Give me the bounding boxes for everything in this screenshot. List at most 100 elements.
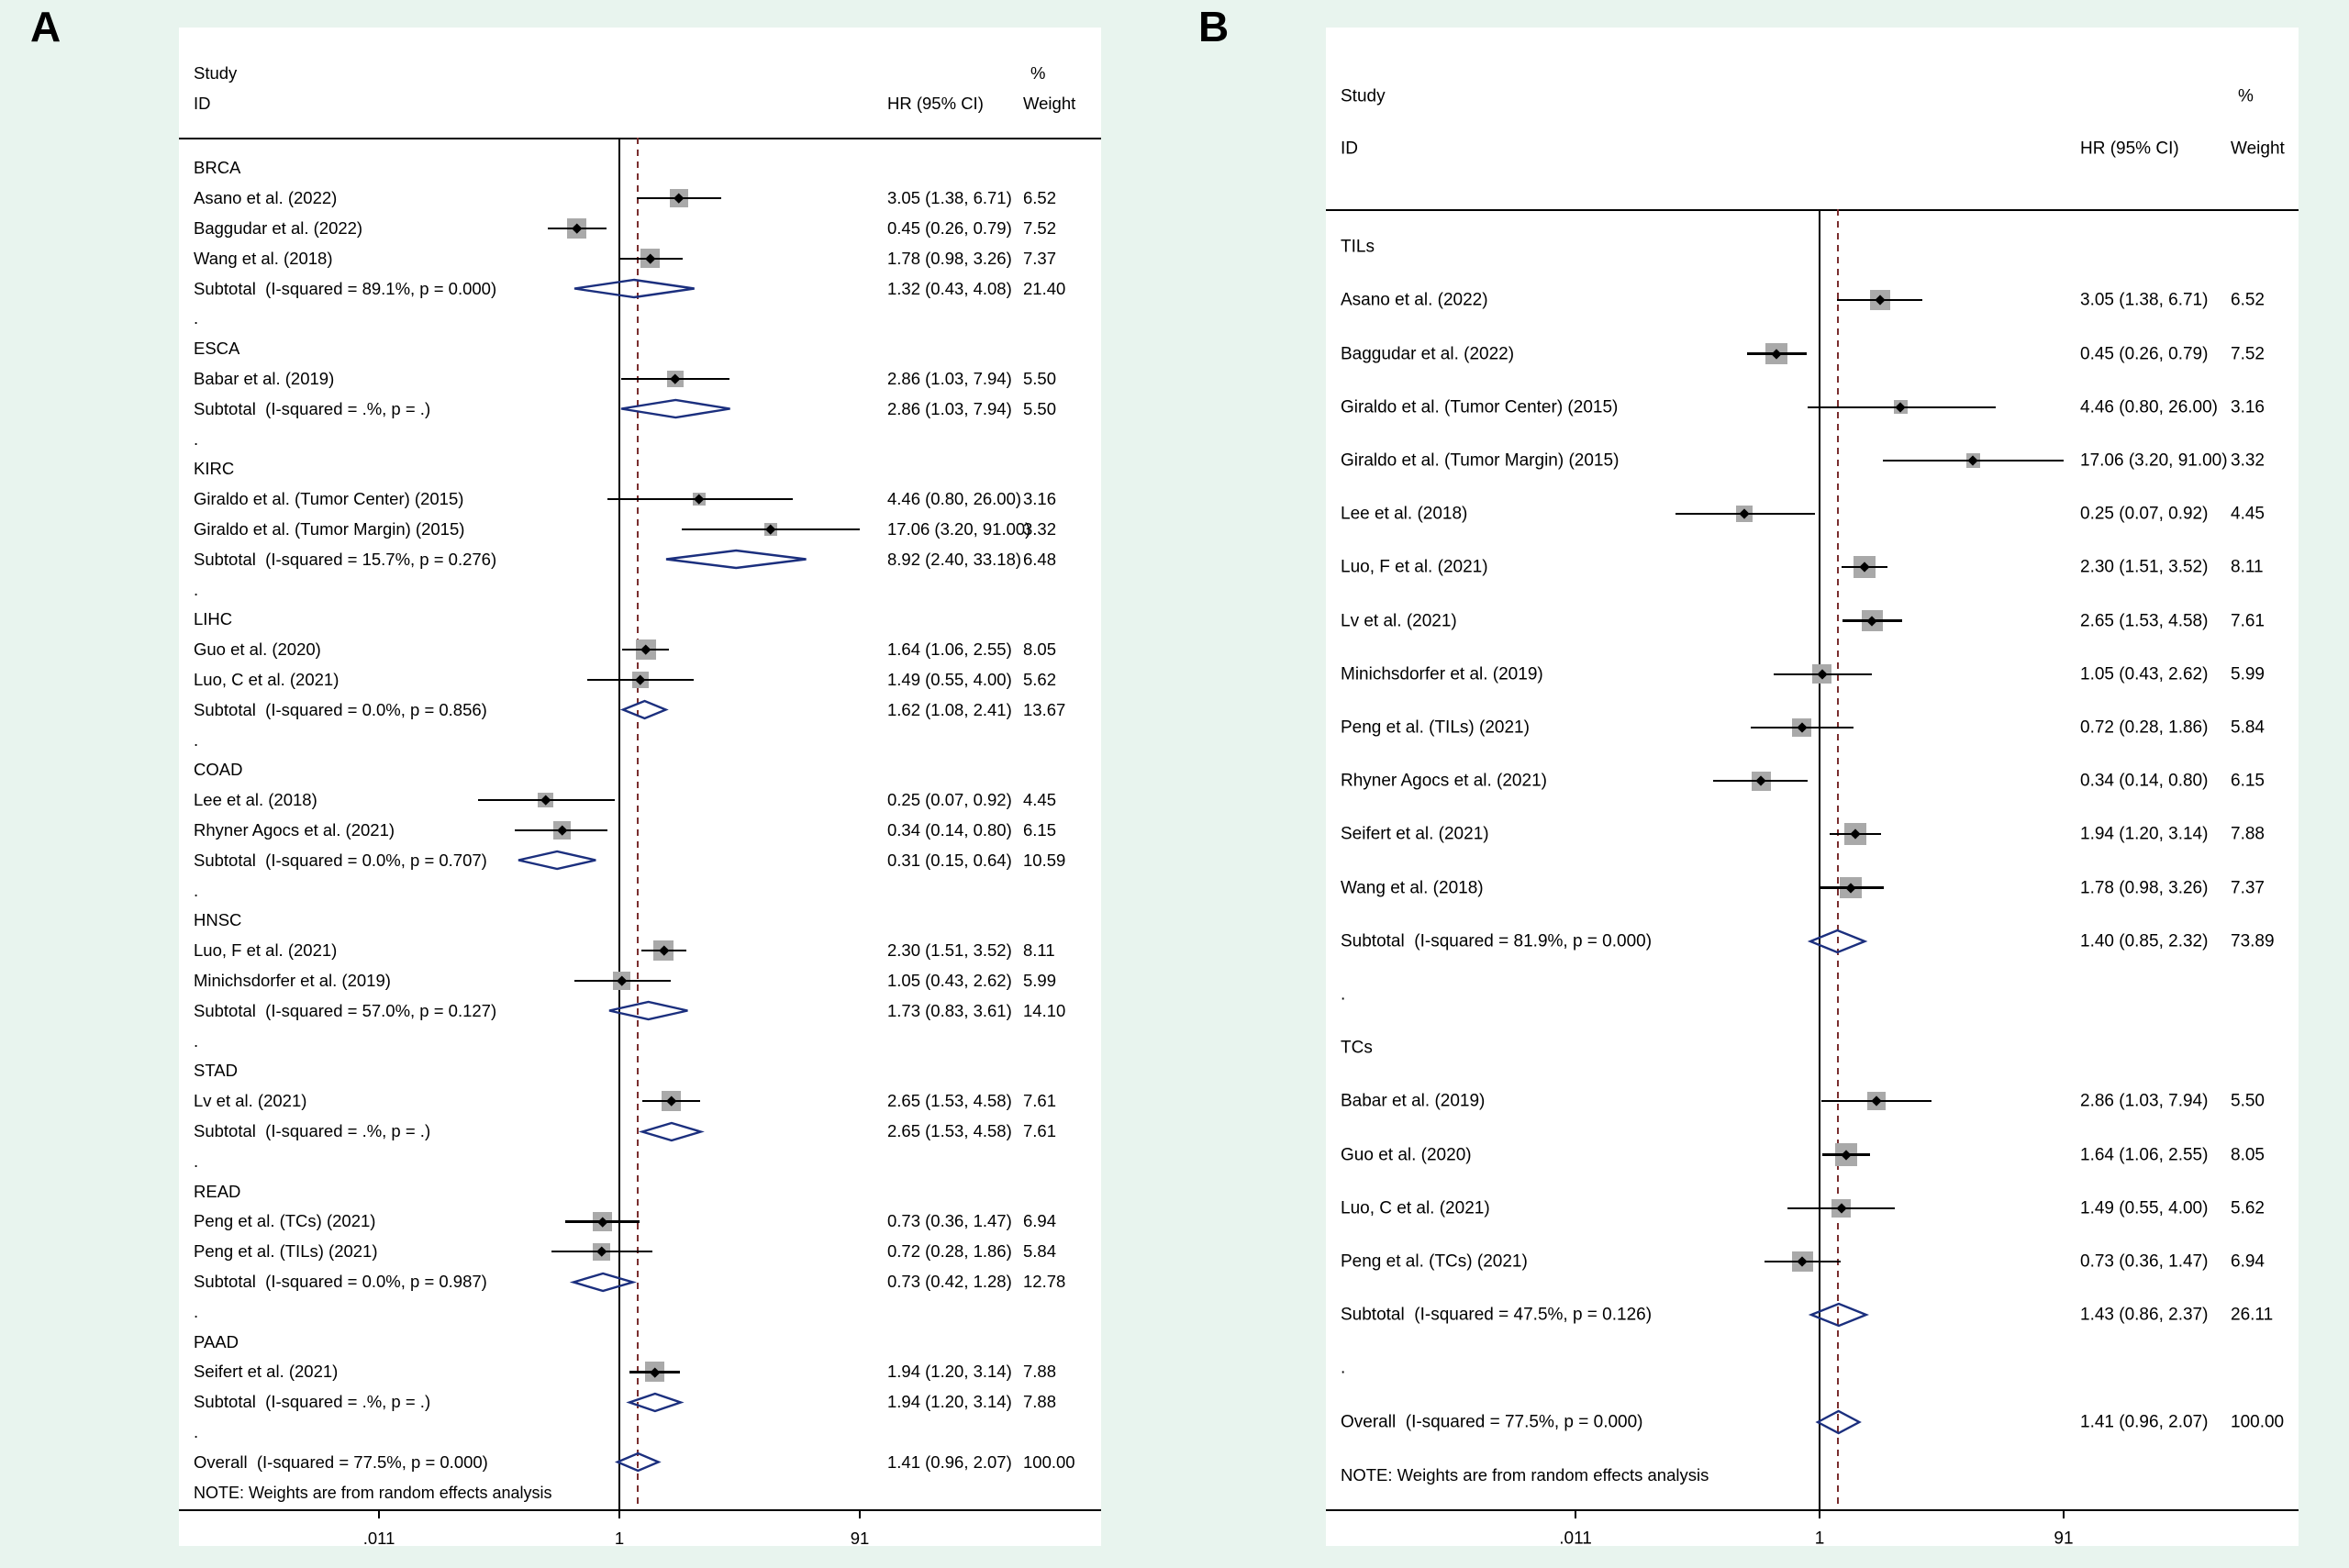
hr-value: 0.73 (0.36, 1.47): [2080, 1251, 2209, 1272]
x-axis-tick-label: .011: [1559, 1529, 1592, 1549]
hr-value: 1.64 (1.06, 2.55): [887, 639, 1012, 659]
group-label: PAAD: [194, 1331, 239, 1351]
weight-value: 7.61: [1023, 1090, 1057, 1110]
subtotal-label: Subtotal (I-squared = 0.0%, p = 0.856): [194, 699, 487, 719]
weight-value: 5.50: [1023, 398, 1057, 418]
column-header-weight: Weight: [1023, 93, 1076, 113]
hr-value: 0.25 (0.07, 0.92): [887, 789, 1012, 809]
weight-value: 3.16: [2231, 397, 2265, 417]
study-label: Asano et al. (2022): [194, 187, 338, 207]
hr-value: 17.06 (3.20, 91.00): [2080, 450, 2228, 471]
subtotal-label: Subtotal (I-squared = 81.9%, p = 0.000): [1341, 931, 1653, 951]
hr-value: 0.25 (0.07, 0.92): [2080, 504, 2209, 524]
panel-label-a: A: [30, 3, 61, 50]
weight-value: 8.05: [2231, 1145, 2265, 1164]
weight-value: 7.52: [2231, 344, 2265, 363]
study-label: Seifert et al. (2021): [1341, 824, 1489, 844]
weight-value: 73.89: [2231, 931, 2275, 951]
study-label: Minichsdorfer et al. (2019): [1341, 664, 1543, 684]
column-header-hr: HR (95% CI): [887, 93, 984, 113]
hr-value: 0.73 (0.42, 1.28): [887, 1271, 1012, 1291]
subtotal-label: Subtotal (I-squared = 57.0%, p = 0.127): [194, 1000, 497, 1020]
x-axis-tick: [1819, 1509, 1820, 1518]
subtotal-diamond: [1808, 929, 1868, 953]
gap-dot: .: [194, 1030, 199, 1051]
hr-value: 1.64 (1.06, 2.55): [2080, 1145, 2209, 1164]
weight-value: 6.15: [2231, 771, 2265, 791]
study-label: Peng et al. (TILs) (2021): [194, 1240, 378, 1261]
study-label: Baggudar et al. (2022): [1341, 344, 1515, 363]
hr-value: 4.46 (0.80, 26.00): [887, 488, 1022, 508]
gap-dot: .: [194, 1421, 199, 1441]
weight-value: 7.88: [1023, 1362, 1057, 1382]
x-axis-tick: [859, 1509, 861, 1518]
group-label: KIRC: [194, 459, 235, 479]
gap-dot: .: [194, 1151, 199, 1171]
study-label: Luo, F et al. (2021): [1341, 557, 1488, 577]
weight-value: 5.84: [2231, 717, 2265, 738]
study-label: Lv et al. (2021): [194, 1090, 307, 1110]
subtotal-diamond: [608, 1001, 688, 1021]
hr-value: 1.94 (1.20, 3.14): [2080, 824, 2209, 844]
weight-value: 6.48: [1023, 549, 1057, 569]
hr-value: 1.62 (1.08, 2.41): [887, 699, 1012, 719]
hr-value: 1.40 (0.85, 2.32): [2080, 931, 2209, 951]
overall-label: Overall (I-squared = 77.5%, p = 0.000): [194, 1451, 488, 1472]
overall-dashed-line: [1837, 209, 1840, 1509]
subtotal-diamond-shape: [620, 399, 730, 419]
subtotal-diamond: [573, 278, 695, 299]
study-label: Lee et al. (2018): [1341, 504, 1468, 524]
subtotal-diamond-shape: [625, 1392, 685, 1412]
hr-value: 1.78 (0.98, 3.26): [887, 248, 1012, 268]
hr-value: 3.05 (1.38, 6.71): [887, 187, 1012, 207]
subtotal-diamond-shape: [620, 700, 670, 720]
hr-value: 0.45 (0.26, 0.79): [887, 217, 1012, 238]
null-line: [1819, 209, 1820, 1509]
x-axis-tick-label: 91: [850, 1528, 870, 1548]
gap-dot: .: [194, 579, 199, 599]
subtotal-diamond-shape: [608, 1001, 688, 1021]
x-axis-tick-label: 1: [1814, 1529, 1825, 1549]
subtotal-diamond-shape: [1808, 929, 1868, 953]
hr-value: 3.05 (1.38, 6.71): [2080, 290, 2209, 310]
hr-value: 0.73 (0.36, 1.47): [887, 1211, 1012, 1231]
column-header-hr: HR (95% CI): [2080, 139, 2179, 159]
hr-value: 1.49 (0.55, 4.00): [887, 669, 1012, 689]
subtotal-diamond: [665, 550, 807, 570]
hr-value: 1.05 (0.43, 2.62): [887, 970, 1012, 990]
weight-value: 7.37: [2231, 878, 2265, 897]
weight-value: 7.88: [1023, 1391, 1057, 1411]
weight-value: 5.84: [1023, 1240, 1057, 1261]
weight-value: 5.62: [1023, 669, 1057, 689]
subtotal-label: Subtotal (I-squared = .%, p = .): [194, 1120, 431, 1140]
hr-value: 2.30 (1.51, 3.52): [2080, 557, 2209, 577]
group-label: TCs: [1341, 1038, 1373, 1058]
hr-value: 2.86 (1.03, 7.94): [2080, 1091, 2209, 1111]
weight-value: 8.11: [1023, 940, 1055, 960]
weight-value: 5.99: [1023, 970, 1057, 990]
weight-value: 100.00: [2231, 1412, 2285, 1431]
study-label: Giraldo et al. (Tumor Margin) (2015): [1341, 450, 1620, 471]
group-label: ESCA: [194, 338, 240, 358]
header-separator-line: [179, 138, 1101, 139]
weight-value: 7.61: [2231, 611, 2265, 630]
column-header-percent: %: [2238, 86, 2254, 106]
subtotal-diamond-shape: [518, 851, 596, 871]
gap-dot: .: [194, 1301, 199, 1321]
study-label: Babar et al. (2019): [1341, 1091, 1486, 1111]
weight-value: 3.32: [1023, 518, 1057, 539]
x-axis-tick-label: 91: [2054, 1529, 2074, 1549]
weight-value: 5.50: [2231, 1091, 2265, 1111]
column-header-weight: Weight: [2231, 139, 2285, 159]
subtotal-diamond-shape: [573, 278, 695, 299]
weight-value: 5.99: [2231, 664, 2265, 684]
hr-value: 0.34 (0.14, 0.80): [887, 819, 1012, 840]
note-text: NOTE: Weights are from random effects an…: [1341, 1464, 1709, 1485]
header-separator-line: [1326, 209, 2299, 211]
study-label: Minichsdorfer et al. (2019): [194, 970, 391, 990]
group-label: TILs: [1341, 237, 1375, 257]
x-axis-tick: [2063, 1509, 2065, 1518]
gap-dot: .: [194, 428, 199, 449]
hr-value: 0.45 (0.26, 0.79): [2080, 344, 2209, 363]
